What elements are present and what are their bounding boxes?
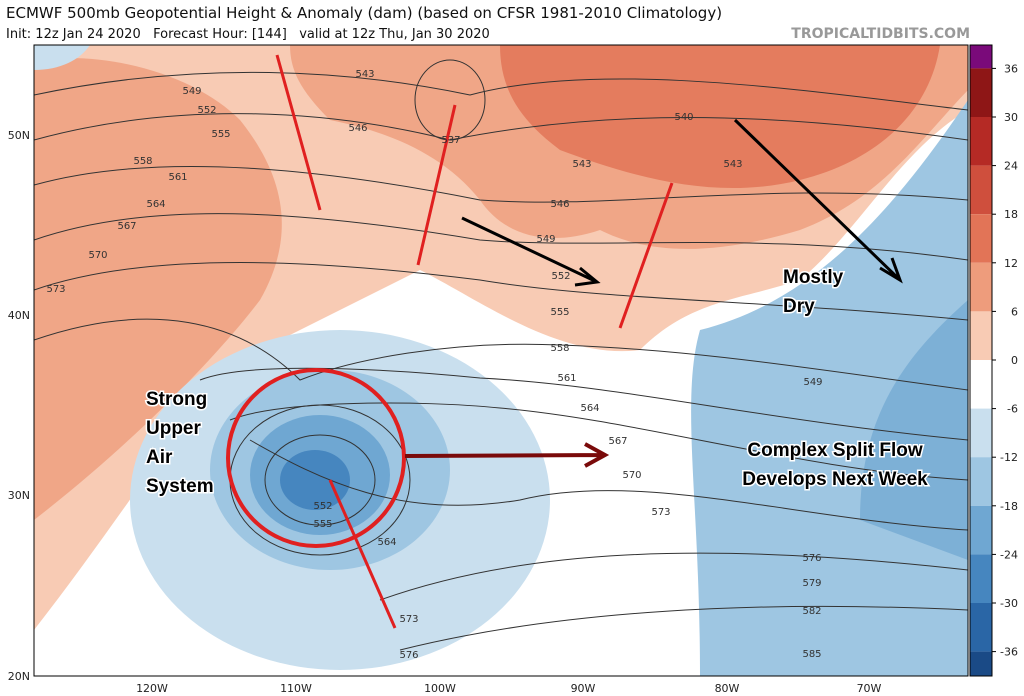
- latitude-label: 50N: [8, 129, 30, 142]
- latitude-label: 40N: [8, 309, 30, 322]
- colorbar-segment: [970, 45, 992, 69]
- source: TROPICALTIDBITS.COM: [791, 26, 970, 42]
- contour-label: 552: [551, 271, 570, 282]
- colorbar-label: -18: [1000, 500, 1018, 513]
- contour-label: 573: [399, 614, 418, 625]
- colorbar-segment: [970, 651, 992, 676]
- annotation: Develops Next Week: [742, 469, 928, 490]
- longitude-label: 70W: [857, 682, 882, 695]
- colorbar-label: 18: [1004, 208, 1018, 221]
- contour-label: 561: [168, 172, 187, 183]
- subtitle: Init: 12z Jan 24 2020 Forecast Hour: [14…: [6, 27, 490, 42]
- colorbar-segment: [970, 603, 992, 652]
- colorbar-segment: [970, 68, 992, 117]
- colorbar-segment: [970, 117, 992, 166]
- contour-label: 558: [133, 156, 152, 167]
- contour-label: 576: [802, 553, 821, 564]
- annotation: System: [146, 476, 214, 497]
- colorbar-segment: [970, 554, 992, 603]
- contour-label: 552: [313, 501, 332, 512]
- contour-label: 564: [580, 403, 599, 414]
- colorbar-label: -12: [1000, 451, 1018, 464]
- contour-label: 561: [557, 373, 576, 384]
- map: [33, 44, 969, 677]
- colorbar-segment: [970, 457, 992, 506]
- contour-label: 546: [348, 123, 367, 134]
- annotation: Upper: [146, 418, 202, 439]
- colorbar-label: 24: [1004, 160, 1018, 173]
- longitude-label: 120W: [136, 682, 168, 695]
- annotation: Complex Split Flow: [747, 440, 922, 461]
- latitude-label: 20N: [8, 670, 30, 683]
- contour-label: 573: [46, 284, 65, 295]
- contour-label: 570: [88, 250, 107, 261]
- colorbar-segment: [970, 408, 992, 458]
- longitude-label: 110W: [280, 682, 312, 695]
- colorbar-label: 12: [1004, 257, 1018, 270]
- title: ECMWF 500mb Geopotential Height & Anomal…: [6, 4, 722, 22]
- contour-label: 573: [651, 507, 670, 518]
- colorbar-label: 0: [1011, 354, 1018, 367]
- contour-label: 579: [802, 578, 821, 589]
- contour-label: 543: [572, 159, 591, 170]
- annotation: Strong: [146, 389, 207, 410]
- colorbar-label: -36: [1000, 646, 1018, 659]
- contour-label: 567: [117, 221, 136, 232]
- contour-label: 582: [802, 606, 821, 617]
- colorbar-segment: [970, 311, 992, 360]
- colorbar-segment: [970, 360, 992, 409]
- colorbar-segment: [970, 165, 992, 215]
- contour-label: 543: [355, 69, 374, 80]
- contour-label: 549: [803, 377, 822, 388]
- contour-label: 585: [802, 649, 821, 660]
- contour-label: 549: [182, 86, 201, 97]
- contour-label: 546: [550, 199, 569, 210]
- contour-label: 555: [211, 129, 230, 140]
- colorbar-label: -30: [1000, 597, 1018, 610]
- contour-label: 564: [377, 537, 396, 548]
- annotation: Air: [146, 447, 173, 468]
- contour-label: 555: [313, 519, 332, 530]
- colorbar-label: -6: [1007, 403, 1018, 416]
- colorbar-segment: [970, 214, 992, 263]
- longitude-label: 90W: [571, 682, 596, 695]
- colorbar-label: 36: [1004, 62, 1018, 75]
- annotation: Dry: [783, 296, 815, 317]
- contour-label: 564: [146, 199, 165, 210]
- colorbar-label: 6: [1011, 305, 1018, 318]
- contour-label: 549: [536, 234, 555, 245]
- colorbar-segment: [970, 262, 992, 312]
- annotation: Mostly: [783, 267, 844, 288]
- contour-label: 558: [550, 343, 569, 354]
- latitude-label: 30N: [8, 489, 30, 502]
- colorbar-label: -24: [1000, 548, 1018, 561]
- contour-label: 567: [608, 436, 627, 447]
- longitude-label: 80W: [715, 682, 740, 695]
- contour-label: 537: [441, 135, 460, 146]
- colorbar-label: 30: [1004, 111, 1018, 124]
- contour-label: 555: [550, 307, 569, 318]
- contour-label: 540: [674, 112, 693, 123]
- colorbar-segment: [970, 505, 992, 555]
- contour-label: 570: [622, 470, 641, 481]
- longitude-label: 100W: [424, 682, 456, 695]
- contour-label: 552: [197, 105, 216, 116]
- contour-label: 543: [723, 159, 742, 170]
- contour-label: 576: [399, 650, 418, 661]
- map-frame: [33, 44, 969, 677]
